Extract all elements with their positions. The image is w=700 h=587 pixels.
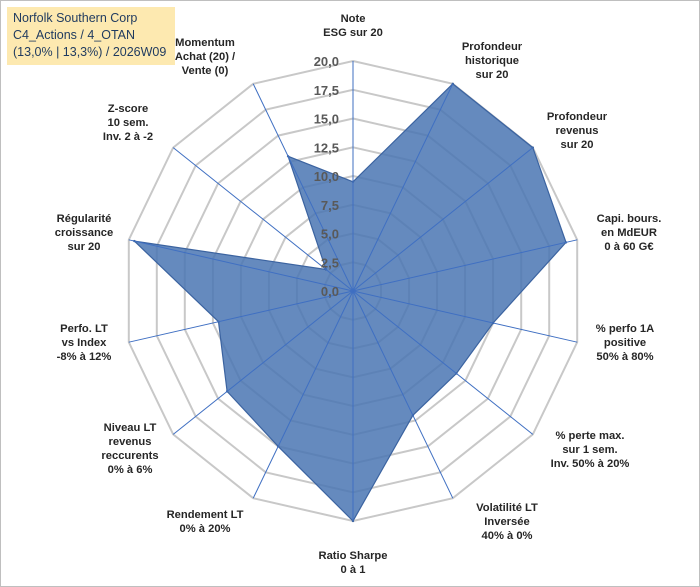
axis-spoke-9 [172, 290, 354, 435]
axis-spoke-6 [352, 290, 454, 499]
axis-label-4: % perfo 1A positive 50% à 80% [596, 323, 654, 363]
axis-label-3: Capi. bours. en MdEUR 0 à 60 G€ [597, 213, 662, 253]
axis-spoke-12 [172, 147, 354, 292]
axis-label-13: Momentum Achat (20) / Vente (0) [175, 37, 235, 77]
axis-label-11: Régularité croissance sur 20 [55, 213, 113, 253]
tick-label: 20,0 [314, 54, 339, 69]
axis-spoke-13 [252, 83, 354, 292]
tick-label: 0,0 [321, 284, 339, 299]
tick-label: 10,0 [314, 169, 339, 184]
axis-label-5: % perte max. sur 1 sem. Inv. 50% à 20% [551, 430, 630, 470]
axis-spoke-11 [128, 239, 354, 292]
axis-label-6: Volatilité LT Inversée 40% à 0% [476, 502, 538, 542]
chart-title-box: Norfolk Southern Corp C4_Actions / 4_OTA… [7, 7, 175, 65]
axis-label-12: Z-score 10 sem. Inv. 2 à -2 [103, 103, 153, 143]
axis-labels: Note ESG sur 20 Profondeur historique sur 20… [55, 13, 662, 576]
axis-spoke-10 [128, 290, 354, 343]
axis-label-0: Note ESG sur 20 [323, 13, 383, 39]
axis-spoke-2 [352, 147, 534, 292]
tick-label: 12,5 [314, 140, 339, 155]
tick-label: 7,5 [321, 198, 339, 213]
company-name: Norfolk Southern Corp [13, 11, 138, 25]
portfolio-category: C4_Actions / 4_OTAN [13, 28, 136, 42]
axis-spoke-4 [352, 290, 578, 343]
tick-label: 5,0 [321, 227, 339, 242]
tick-label: 17,5 [314, 83, 339, 98]
axis-label-1: Profondeur historique sur 20 [462, 41, 523, 81]
axis-spoke-3 [352, 239, 578, 292]
radial-tick-labels: 0,0 2,5 5,0 7,5 10,0 12,5 15,0 17,5 20,0 [314, 54, 339, 299]
axis-label-8: Rendement LT 0% à 20% [167, 509, 244, 535]
axis-label-9: Niveau LT revenus reccurents 0% à 6% [101, 422, 158, 476]
axis-label-7: Ratio Sharpe 0 à 1 [318, 550, 387, 576]
axis-label-10: Perfo. LT vs Index -8% à 12% [57, 323, 112, 363]
axis-spoke-5 [352, 290, 534, 435]
tick-label: 15,0 [314, 112, 339, 127]
axis-label-2: Profondeur revenus sur 20 [547, 111, 608, 151]
axis-spoke-8 [252, 290, 354, 499]
axis-spoke-1 [352, 83, 454, 292]
radar-spokes [128, 61, 578, 521]
tick-label: 2,5 [321, 255, 339, 270]
performance-week: (13,0% | 13,3%) / 2026W09 [13, 45, 167, 59]
